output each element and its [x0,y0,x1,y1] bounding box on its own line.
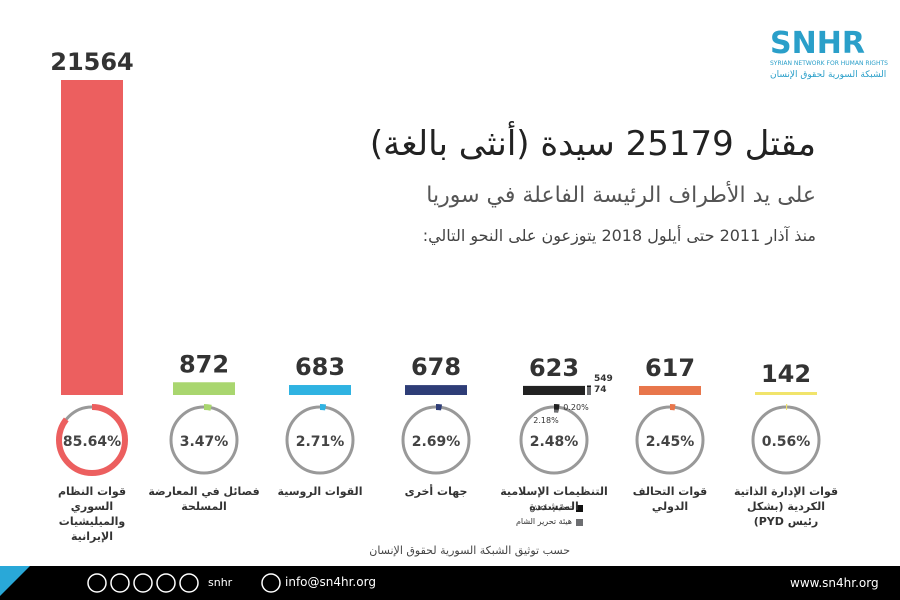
note: منذ آذار 2011 حتى أيلول 2018 يتوزعون على… [422,226,816,245]
bar [405,385,467,395]
source: حسب توثيق الشبكة السورية لحقوق الإنسان [369,544,570,557]
logo: SNHR [770,26,865,61]
legend-swatch [576,505,583,512]
category-label: قوات الإدارة الذاتية الكردية (بشكل رئيس … [733,485,839,528]
breakdown-bar [587,385,591,387]
bar [173,382,235,395]
share-arc [168,404,240,476]
bar-value: 683 [295,353,345,381]
share-label: 85.64% [63,434,121,450]
share-label: 0.56% [762,434,811,450]
share-arc [518,404,590,476]
share-arc [634,404,706,476]
share-label: 2.71% [296,434,345,450]
category-label: القوات الروسية [277,485,363,498]
share-label: 3.47% [180,434,229,450]
share-label: 2.69% [412,434,461,450]
category-label: قوات التحالف الدولي [632,485,708,513]
share-arc [750,404,822,476]
footer-email: info@sn4hr.org [285,575,376,589]
legend-label: تنظيم داعش [529,503,572,512]
breakdown-value: 549 [594,374,613,384]
breakdown-value: 74 [594,385,607,395]
logo-ar: الشبكة السورية لحقوق الإنسان [770,70,887,80]
legend-swatch [576,519,583,526]
bar-value: 872 [179,350,229,378]
share-arc [284,404,356,476]
footer-bar [0,566,900,600]
bar-value: 617 [645,354,695,382]
bar-value: 21564 [50,48,134,76]
share-arc [400,404,472,476]
breakdown-bar [587,386,591,395]
subtitle: على يد الأطراف الرئيسة الفاعلة في سوريا [426,183,816,208]
bar-value: 142 [761,360,811,388]
bar [289,385,351,395]
bar [639,385,701,395]
breakdown-share: 0.20% [563,403,589,412]
social-icons [87,573,281,593]
bar [755,392,817,395]
bar-value: 623 [529,354,579,382]
category-label: التنظيمات الإسلامية المتشددة [500,485,608,513]
bar [523,385,585,395]
logo-en: SYRIAN NETWORK FOR HUMAN RIGHTS [770,60,888,67]
title: مقتل 25179 سيدة (أنثى بالغة) [369,124,816,164]
share-arc [523,409,585,471]
bar-value: 678 [411,353,461,381]
footer-handle: snhr [208,576,233,589]
bar [61,80,123,395]
share-label: 2.45% [646,434,695,450]
category-label: فصائل في المعارضة المسلحة [148,485,260,513]
footer-website: www.sn4hr.org [790,576,879,590]
breakdown-share: 2.18% [533,416,559,425]
category-label: جهات أخرى [404,485,468,498]
legend-label: هيئة تحرير الشام [515,517,572,526]
category-label: قوات النظام السوري والميليشيات الإيرانية [57,485,127,543]
share-arc [56,404,128,476]
footer-corner [0,566,30,596]
share-label: 2.48% [530,434,579,450]
